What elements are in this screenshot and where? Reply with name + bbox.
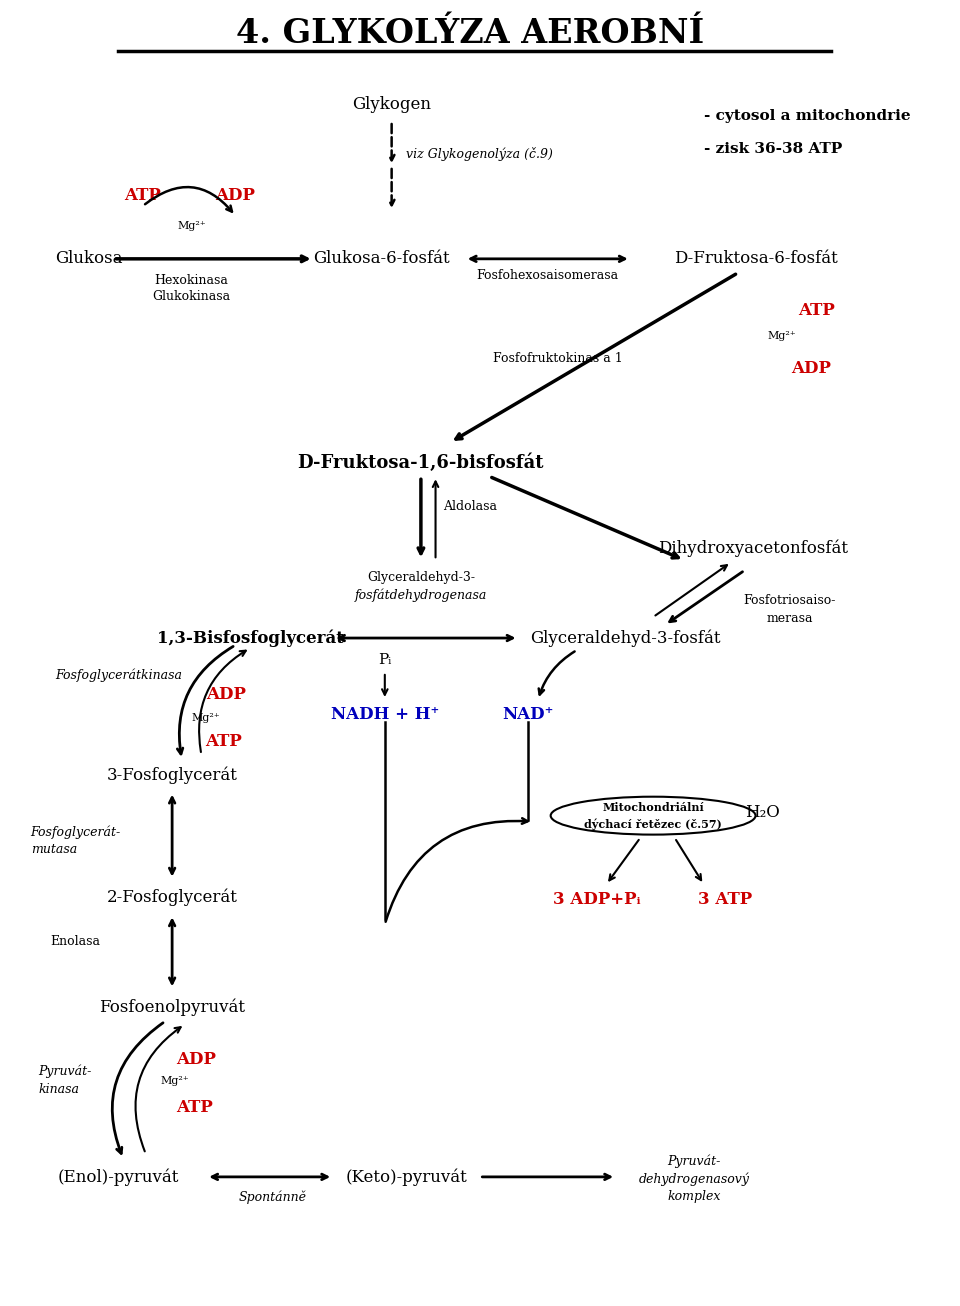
Text: Fosfofruktokinas a 1: Fosfofruktokinas a 1: [492, 353, 622, 366]
Text: Mitochondriální: Mitochondriální: [602, 802, 704, 814]
Text: Mg²⁺: Mg²⁺: [178, 221, 206, 231]
Text: ATP: ATP: [125, 188, 161, 205]
Text: ADP: ADP: [177, 1050, 216, 1067]
Text: ADP: ADP: [205, 687, 246, 704]
Text: Glukosa: Glukosa: [55, 251, 123, 268]
Text: Glukokinasa: Glukokinasa: [153, 290, 230, 303]
Text: ATP: ATP: [205, 733, 242, 751]
Text: Enolasa: Enolasa: [50, 935, 100, 948]
Text: Glykogen: Glykogen: [352, 95, 431, 112]
Text: Mg²⁺: Mg²⁺: [160, 1076, 189, 1087]
Text: merasa: merasa: [766, 611, 813, 624]
Text: ADP: ADP: [216, 188, 255, 205]
Text: NAD⁺: NAD⁺: [502, 707, 554, 724]
Text: Aldolasa: Aldolasa: [443, 500, 496, 513]
Text: Fosfoglycerátkinasa: Fosfoglycerátkinasa: [55, 669, 182, 682]
Text: mutasa: mutasa: [31, 844, 77, 855]
Text: fosfátdehydrogenasa: fosfátdehydrogenasa: [354, 589, 487, 602]
Text: 4. GLYKOLÝZA AEROBNÍ: 4. GLYKOLÝZA AEROBNÍ: [235, 17, 704, 50]
Text: dehydrogenasový: dehydrogenasový: [638, 1171, 750, 1186]
Text: viz Glykogenolýza (č.9): viz Glykogenolýza (č.9): [406, 148, 553, 161]
Text: Fosfotriosaiso-: Fosfotriosaiso-: [743, 594, 836, 606]
Text: Pyruvát-: Pyruvát-: [38, 1064, 92, 1077]
Text: komplex: komplex: [667, 1190, 721, 1203]
Text: 1,3-Bisfosfoglycerát: 1,3-Bisfosfoglycerát: [156, 629, 344, 646]
Text: Mg²⁺: Mg²⁺: [768, 330, 796, 341]
Text: NADH + H⁺: NADH + H⁺: [330, 707, 439, 724]
Text: Glyceraldehyd-3-: Glyceraldehyd-3-: [367, 571, 475, 584]
Text: ATP: ATP: [798, 302, 834, 319]
Text: (Keto)-pyruvát: (Keto)-pyruvát: [346, 1168, 468, 1186]
Text: 2-Fosfoglycerát: 2-Fosfoglycerát: [107, 888, 237, 906]
Text: D-Fruktosa-1,6-bisfosfát: D-Fruktosa-1,6-bisfosfát: [298, 453, 544, 471]
Text: H₂O: H₂O: [745, 804, 780, 821]
Text: Pᵢ: Pᵢ: [378, 653, 392, 667]
Text: - zisk 36-38 ATP: - zisk 36-38 ATP: [704, 142, 842, 157]
Text: Hexokinasa: Hexokinasa: [155, 274, 228, 287]
Text: ATP: ATP: [177, 1098, 213, 1115]
Text: Fosfohexosaisomerasa: Fosfohexosaisomerasa: [477, 269, 619, 282]
Text: Mg²⁺: Mg²⁺: [192, 713, 221, 722]
Text: Dihydroxyacetonfosfát: Dihydroxyacetonfosfát: [658, 539, 848, 556]
Text: Glukosa-6-fosfát: Glukosa-6-fosfát: [314, 251, 450, 268]
Text: dýchací řetězec (č.57): dýchací řetězec (č.57): [585, 819, 722, 831]
Text: (Enol)-pyruvát: (Enol)-pyruvát: [58, 1168, 180, 1186]
Text: D-Fruktosa-6-fosfát: D-Fruktosa-6-fosfát: [674, 251, 837, 268]
Text: Spontánně: Spontánně: [239, 1190, 306, 1204]
Text: - cytosol a mitochondrie: - cytosol a mitochondrie: [704, 110, 910, 123]
Text: Pyruvát-: Pyruvát-: [667, 1155, 721, 1168]
Text: 3 ADP+Pᵢ: 3 ADP+Pᵢ: [553, 891, 640, 908]
Text: Fosfoglycerát-: Fosfoglycerát-: [31, 825, 121, 840]
Text: Fosfoenolpyruvát: Fosfoenolpyruvát: [99, 999, 245, 1016]
Text: 3-Fosfoglycerát: 3-Fosfoglycerát: [107, 767, 237, 785]
Text: ADP: ADP: [791, 360, 831, 377]
Text: 3 ATP: 3 ATP: [698, 891, 753, 908]
Text: Glyceraldehyd-3-fosfát: Glyceraldehyd-3-fosfát: [531, 629, 721, 646]
Text: kinasa: kinasa: [38, 1083, 80, 1096]
